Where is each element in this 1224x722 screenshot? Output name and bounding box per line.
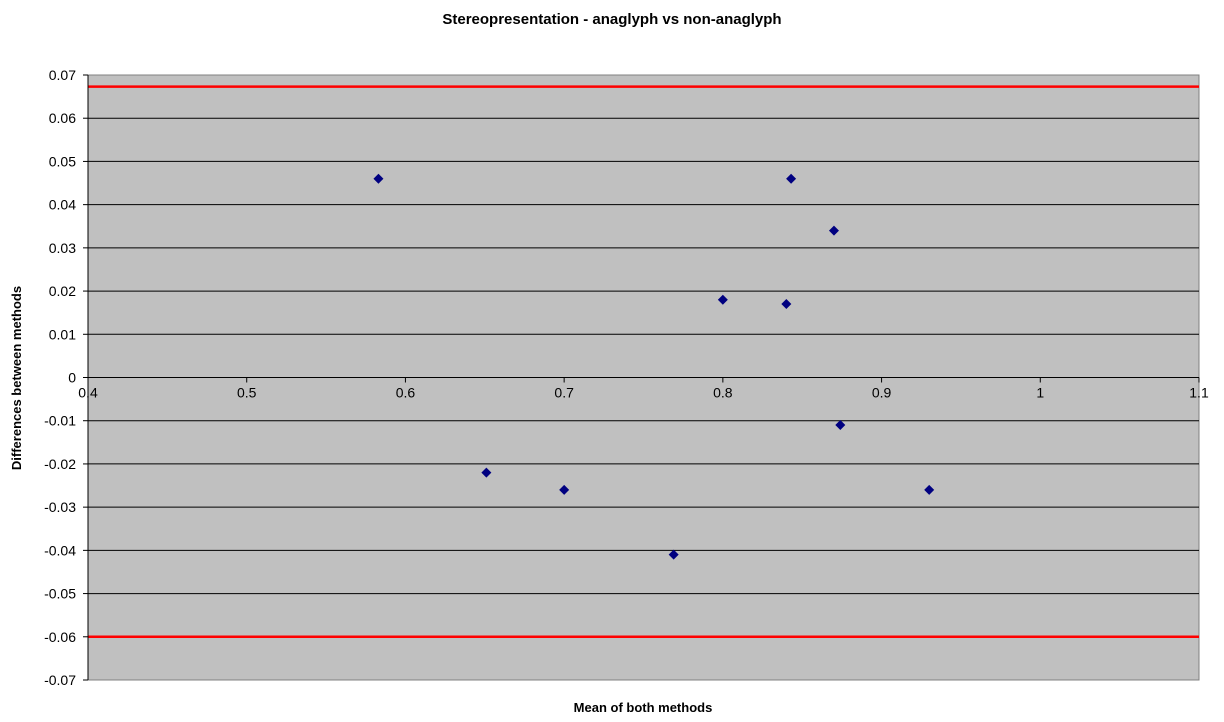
y-tick-label: 0.02 (49, 283, 76, 299)
y-tick-label: -0.04 (44, 542, 76, 558)
y-tick-label: 0.07 (49, 67, 76, 83)
y-tick-label: -0.02 (44, 456, 76, 472)
data-point (835, 420, 846, 431)
data-point (781, 299, 792, 310)
y-tick-label: 0.05 (49, 153, 76, 169)
y-tick-label: -0.05 (44, 586, 76, 602)
x-tick-label: 0.9 (872, 385, 892, 401)
y-tick-label: 0 (68, 370, 76, 386)
y-tick-label: -0.06 (44, 629, 76, 645)
data-point (786, 173, 797, 184)
y-axis-title: Differences between methods (9, 286, 24, 470)
data-point (481, 467, 492, 478)
x-tick-label: 1 (1036, 385, 1044, 401)
y-tick-label: -0.07 (44, 672, 76, 688)
x-tick-label: 0.5 (237, 385, 257, 401)
x-axis: 0.4 0.5 0.6 0.7 0.8 0.9 1 1.1 (78, 377, 1209, 401)
y-tick-label: 0.01 (49, 326, 76, 342)
data-point (373, 173, 384, 184)
y-tick-label: -0.03 (44, 499, 76, 515)
reference-lines (88, 85, 1199, 639)
y-tick-label: 0.03 (49, 240, 76, 256)
data-point (668, 549, 679, 560)
x-tick-label: 0.7 (554, 385, 574, 401)
chart-title: Stereopresentation - anaglyph vs non-ana… (442, 11, 781, 28)
x-tick-label: 0.8 (713, 385, 733, 401)
x-tick-label: 0.6 (396, 385, 416, 401)
data-point (828, 225, 839, 236)
data-point (559, 484, 570, 495)
y-tick-label: 0.04 (49, 197, 76, 213)
x-axis-title: Mean of both methods (574, 700, 713, 715)
data-point (924, 484, 935, 495)
data-point (717, 294, 728, 305)
y-axis: 0.07 0.06 0.05 0.04 0.03 0.02 0.01 0 -0.01 -0.02 -… (44, 67, 89, 688)
y-tick-label: -0.01 (44, 413, 76, 429)
x-tick-label: 1.1 (1189, 385, 1209, 401)
y-tick-label: 0.06 (49, 110, 76, 126)
data-points (373, 173, 935, 560)
